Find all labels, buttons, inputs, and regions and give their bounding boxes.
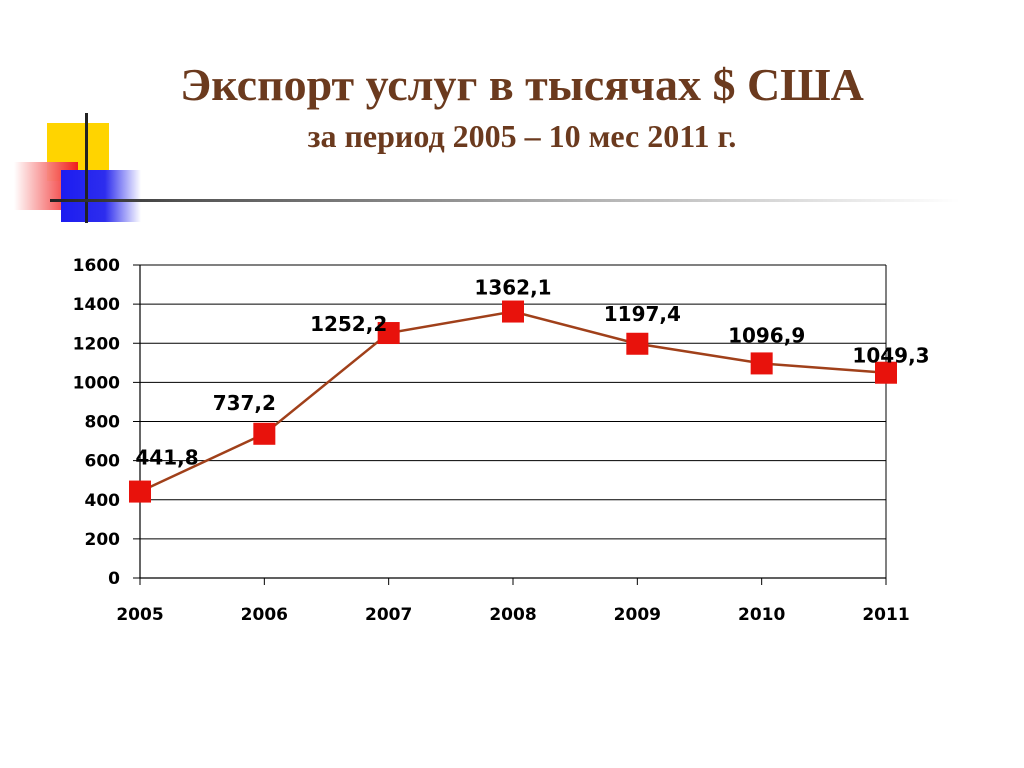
data-point-marker — [502, 300, 524, 323]
slide-title: Экспорт услуг в тысячах $ США — [180, 59, 864, 110]
x-tick-label: 2005 — [116, 605, 163, 625]
decor-blue-square — [61, 170, 141, 222]
y-tick-label: 600 — [85, 452, 121, 472]
data-point-marker — [750, 352, 773, 375]
x-tick-label: 2007 — [365, 605, 412, 625]
data-point-marker — [875, 361, 897, 384]
decor-horizontal-line — [50, 199, 960, 202]
x-tick-label: 2009 — [614, 605, 661, 625]
data-point-marker — [253, 422, 276, 445]
y-tick-label: 200 — [85, 530, 121, 550]
y-tick-label: 400 — [85, 491, 121, 511]
data-point-marker — [129, 480, 151, 503]
data-label: 737,2 — [213, 391, 276, 415]
y-tick-label: 1600 — [73, 256, 120, 276]
y-tick-label: 1400 — [73, 295, 120, 315]
data-label: 1197,4 — [604, 302, 681, 326]
y-tick-label: 1200 — [73, 334, 120, 354]
slide-subtitle: за период 2005 – 10 мес 2011 г. — [307, 118, 737, 154]
x-tick-label: 2011 — [862, 605, 909, 625]
x-tick-label: 2010 — [738, 605, 785, 625]
data-label: 1049,3 — [852, 344, 929, 368]
data-label: 1362,1 — [474, 276, 551, 300]
data-point-marker — [377, 322, 400, 345]
data-label: 441,8 — [135, 446, 198, 470]
data-label: 1252,2 — [310, 312, 387, 336]
y-tick-label: 1000 — [73, 373, 120, 393]
data-point-marker — [626, 332, 649, 355]
decor-vertical-line — [85, 113, 88, 223]
y-tick-label: 0 — [108, 569, 120, 589]
x-tick-label: 2008 — [489, 605, 536, 625]
x-tick-label: 2006 — [241, 605, 288, 625]
y-tick-label: 800 — [85, 413, 121, 433]
data-label: 1096,9 — [728, 323, 805, 347]
